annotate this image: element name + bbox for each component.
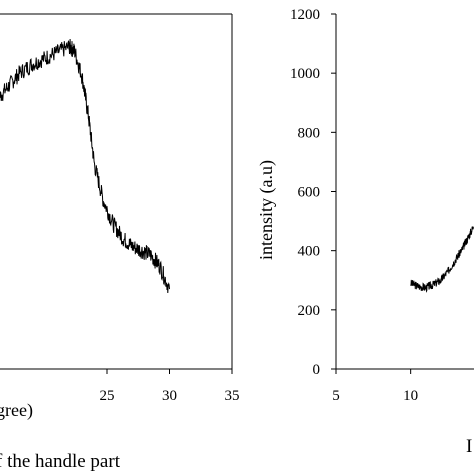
- left-x-tick-label: 35: [225, 388, 240, 404]
- right-x-ticks: 5 10: [332, 369, 418, 404]
- right-y-tick-label: 800: [298, 125, 321, 141]
- left-x-axis-title: gree): [0, 400, 33, 421]
- left-x-tick-label: 25: [100, 388, 115, 404]
- right-caption: I: [466, 436, 472, 457]
- right-y-tick-label: 400: [298, 244, 321, 260]
- right-y-tick-label: 1000: [290, 66, 320, 82]
- left-series-line: [0, 38, 170, 294]
- left-caption: f the handle part: [0, 451, 121, 472]
- right-y-tick-label: 600: [298, 185, 321, 201]
- right-panel: 0 200 400 600 800 1000 1200 5 10 intensity (a.u…: [256, 7, 474, 457]
- right-series-line: [410, 226, 474, 293]
- right-y-axis-title: intensity (a.u): [256, 160, 277, 260]
- left-panel: 25 30 35 gree) f the handle part: [0, 13, 240, 472]
- right-y-tick-label: 200: [298, 303, 321, 319]
- right-y-ticks: 0 200 400 600 800 1000 1200: [290, 7, 336, 378]
- right-y-tick-label: 0: [313, 362, 321, 378]
- right-x-tick-label: 5: [332, 388, 340, 404]
- left-x-tick-label: 30: [162, 388, 177, 404]
- right-y-tick-label: 1200: [290, 7, 320, 23]
- right-x-tick-label: 10: [403, 388, 418, 404]
- left-x-ticks: 25 30 35: [100, 369, 240, 404]
